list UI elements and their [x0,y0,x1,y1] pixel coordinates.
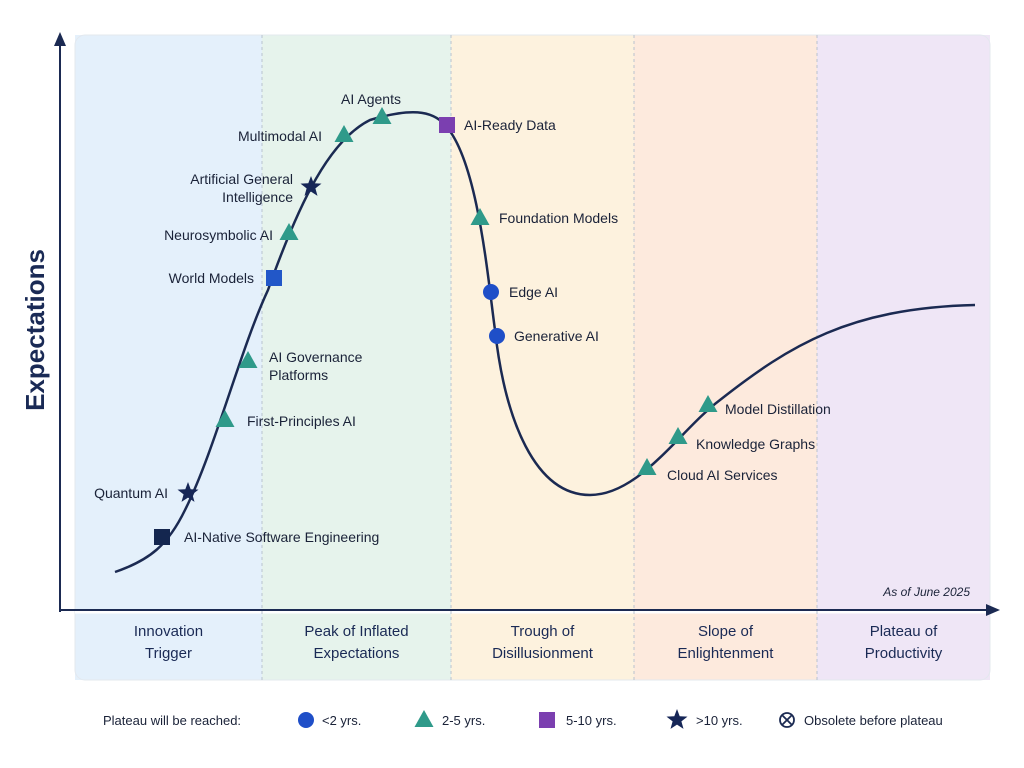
phase-label-3: Trough of [511,623,575,640]
technology-markers [154,107,718,545]
legend-label-2-5-yrs: 2-5 yrs. [442,713,485,728]
legend-label-2-yrs: <2 yrs. [322,713,361,728]
marker-quantum-ai [177,482,199,502]
legend-marker-5-10-yrs [539,712,555,728]
phase-label-5: Plateau of [870,623,938,640]
legend-marker-2-yrs [298,712,314,728]
marker-artificial-general-intelligence [300,176,322,196]
y-axis-title: Expectations [20,249,50,411]
tech-label-artificial-general-intelligence: Artificial General Intelligence [190,171,293,205]
tech-label-multimodal-ai: Multimodal AI [238,128,322,144]
marker-ai-native-software-engineering [154,529,170,545]
tech-label-ai-governance-platforms: AI Governance Platforms [269,349,363,383]
tech-label-first-principles-ai: First-Principles AI [247,413,356,429]
phase-band-4 [634,35,817,680]
marker-neurosymbolic-ai [279,223,299,240]
legend-marker-2-5-yrs [414,710,434,727]
marker-ai-agents [372,107,392,124]
legend-label-5-10-yrs: 5-10 yrs. [566,713,617,728]
axes [54,32,1000,616]
phase-label-5: Productivity [865,645,943,662]
legend-title: Plateau will be reached: [103,713,241,728]
tech-label-generative-ai: Generative AI [514,328,599,344]
phase-label-3: Disillusionment [492,645,594,662]
legend-marker-10-yrs [666,709,688,729]
legend-label-obsolete-before-plateau: Obsolete before plateau [804,713,943,728]
tech-label-cloud-ai-services: Cloud AI Services [667,467,778,483]
phase-band-5 [817,35,990,680]
tech-label-foundation-models: Foundation Models [499,210,618,226]
phase-label-1: Innovation [134,623,203,640]
tech-label-edge-ai: Edge AI [509,284,558,300]
y-axis-arrow [54,32,66,46]
phase-bands [74,34,991,681]
phase-label-2: Peak of Inflated [304,623,408,640]
marker-model-distillation [698,395,718,412]
phase-label-4: Slope of [698,623,754,640]
x-axis-arrow [986,604,1000,616]
marker-generative-ai [489,328,505,344]
tech-label-world-models: World Models [169,270,254,286]
marker-ai-governance-platforms [238,351,258,368]
marker-edge-ai [483,284,499,300]
tech-label-knowledge-graphs: Knowledge Graphs [696,436,815,452]
marker-first-principles-ai [215,410,235,427]
phase-label-1: Trigger [145,645,192,662]
tech-label-ai-native-software-engineering: AI-Native Software Engineering [184,529,379,545]
legend-marker-obsolete-before-plateau [779,712,795,728]
marker-cloud-ai-services [637,458,657,475]
phase-labels: Innovation Trigger Peak of Inflated Expecta… [134,623,943,662]
marker-multimodal-ai [334,125,354,142]
as-of-note: As of June 2025 [882,585,970,599]
marker-knowledge-graphs [668,427,688,444]
phase-band-1 [75,35,262,680]
phase-band-2 [262,35,451,680]
phase-label-2: Expectations [314,645,400,662]
legend-label-10-yrs: >10 yrs. [696,713,743,728]
marker-foundation-models [470,208,490,225]
tech-label-ai-ready-data: AI-Ready Data [464,117,556,133]
tech-label-quantum-ai: Quantum AI [94,485,168,501]
marker-ai-ready-data [439,117,455,133]
tech-label-model-distillation: Model Distillation [725,401,831,417]
tech-label-neurosymbolic-ai: Neurosymbolic AI [164,227,273,243]
tech-label-ai-agents: AI Agents [341,91,401,107]
phase-band-3 [451,35,634,680]
legend: Plateau will be reached: <2 yrs. 2-5 yrs.… [103,709,943,729]
marker-world-models [266,270,282,286]
phase-label-4: Enlightenment [678,645,775,662]
phase-frame [74,34,991,681]
technology-labels: AI-Native Software Engineering Quantum AI… [94,91,831,545]
